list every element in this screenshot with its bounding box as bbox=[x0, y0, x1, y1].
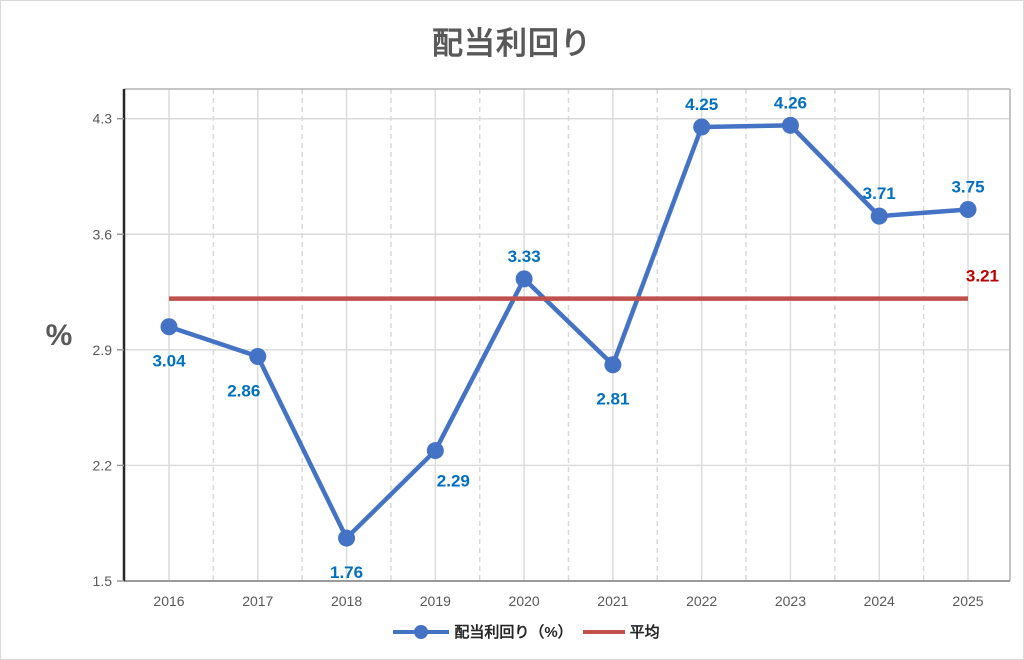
data-label: 4.25 bbox=[685, 95, 718, 114]
data-point bbox=[693, 118, 711, 136]
x-tick-label: 2023 bbox=[775, 593, 806, 609]
data-point bbox=[249, 347, 267, 365]
y-tick-label: 3.6 bbox=[93, 226, 113, 242]
series-line bbox=[166, 123, 971, 541]
data-point bbox=[160, 318, 178, 336]
data-label: 2.81 bbox=[596, 390, 629, 409]
legend-series-marker-icon bbox=[414, 624, 429, 639]
x-tick-label: 2018 bbox=[331, 593, 362, 609]
y-tick-label: 4.3 bbox=[93, 111, 113, 127]
data-label: 1.76 bbox=[330, 563, 363, 582]
x-tick-label: 2020 bbox=[509, 593, 540, 609]
x-tick-label: 2024 bbox=[864, 593, 895, 609]
data-point bbox=[604, 356, 622, 374]
data-label: 3.04 bbox=[152, 352, 186, 371]
data-point bbox=[338, 529, 356, 547]
line-swatch bbox=[582, 629, 625, 634]
chart-title: 配当利回り bbox=[432, 26, 592, 61]
line-marker-swatch bbox=[393, 624, 450, 639]
data-point bbox=[959, 201, 977, 219]
data-point bbox=[870, 207, 888, 225]
legend: 配当利回り（%） 平均 bbox=[15, 621, 1023, 642]
x-tick-label: 2017 bbox=[242, 593, 273, 609]
x-tick-label: 2016 bbox=[153, 593, 184, 609]
legend-item-series: 配当利回り（%） bbox=[392, 621, 573, 642]
y-tick-label: 1.5 bbox=[93, 573, 113, 589]
data-label: 2.86 bbox=[227, 381, 260, 400]
x-tick-label: 2021 bbox=[597, 593, 628, 609]
y-tick-label: 2.2 bbox=[93, 457, 113, 473]
y-axis-title: % bbox=[45, 319, 73, 352]
y-tick-label: 2.9 bbox=[93, 342, 113, 358]
data-point bbox=[426, 442, 444, 460]
data-point bbox=[515, 270, 533, 288]
data-label: 3.33 bbox=[508, 247, 541, 266]
x-tick-label: 2019 bbox=[420, 593, 451, 609]
data-label: 2.29 bbox=[437, 472, 470, 491]
x-tick-label: 2022 bbox=[686, 593, 717, 609]
data-label: 3.75 bbox=[951, 178, 984, 197]
legend-item-average: 平均 bbox=[582, 621, 660, 642]
average-label: 3.21 bbox=[966, 267, 999, 286]
legend-series-label: 配当利回り（%） bbox=[454, 624, 573, 641]
legend-average-label: 平均 bbox=[629, 624, 660, 641]
data-point bbox=[781, 116, 799, 134]
data-label: 3.71 bbox=[863, 184, 896, 203]
data-label: 4.26 bbox=[774, 93, 807, 112]
x-tick-label: 2025 bbox=[952, 593, 983, 609]
